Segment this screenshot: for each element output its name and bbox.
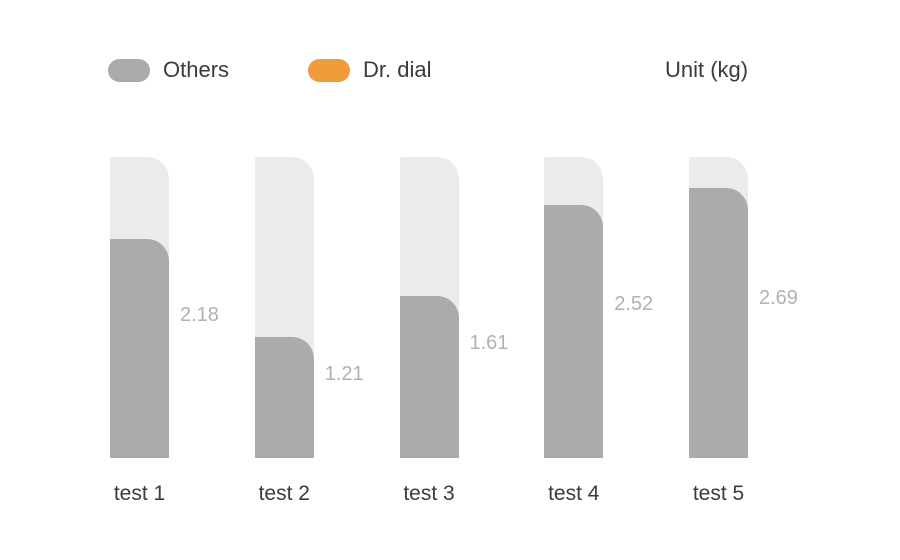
- bar-fill-others[interactable]: [399, 296, 459, 458]
- bar-fill-others[interactable]: [254, 336, 314, 458]
- legend-label-dr-dial: Dr. dial: [363, 57, 432, 82]
- x-axis-label: test 1: [113, 482, 166, 505]
- bar-group: 2.69 test 5: [689, 157, 798, 505]
- bar-value-label: 2.69: [759, 287, 798, 309]
- bar-value-label: 1.61: [469, 332, 509, 354]
- bar-group: 2.52 test 4: [544, 157, 653, 505]
- bar-value-label: 2.52: [614, 293, 654, 315]
- legend-label-others: Others: [163, 57, 230, 82]
- x-axis-label: test 2: [258, 482, 310, 505]
- bar-value-label: 2.18: [180, 304, 219, 326]
- x-axis-label: test 4: [548, 482, 600, 505]
- bar-group: 2.18 test 1: [110, 157, 219, 505]
- others-swatch-icon: [108, 58, 150, 82]
- legend-item-dr-dial[interactable]: Dr. dial: [308, 58, 431, 82]
- bar-group: 1.21 test 2: [254, 157, 364, 505]
- bar-group: 1.61 test 3: [399, 157, 508, 505]
- bar-fill-others[interactable]: [689, 188, 748, 458]
- dr-dial-swatch-icon: [308, 58, 350, 82]
- legend-item-others[interactable]: Others: [108, 58, 229, 82]
- x-axis-label: test 3: [403, 482, 455, 505]
- unit-label: Unit (kg): [665, 57, 749, 82]
- x-axis-label: test 5: [692, 482, 745, 505]
- bar-fill-others[interactable]: [110, 239, 169, 458]
- bar-value-label: 1.21: [324, 363, 364, 385]
- bar-fill-others[interactable]: [544, 205, 604, 458]
